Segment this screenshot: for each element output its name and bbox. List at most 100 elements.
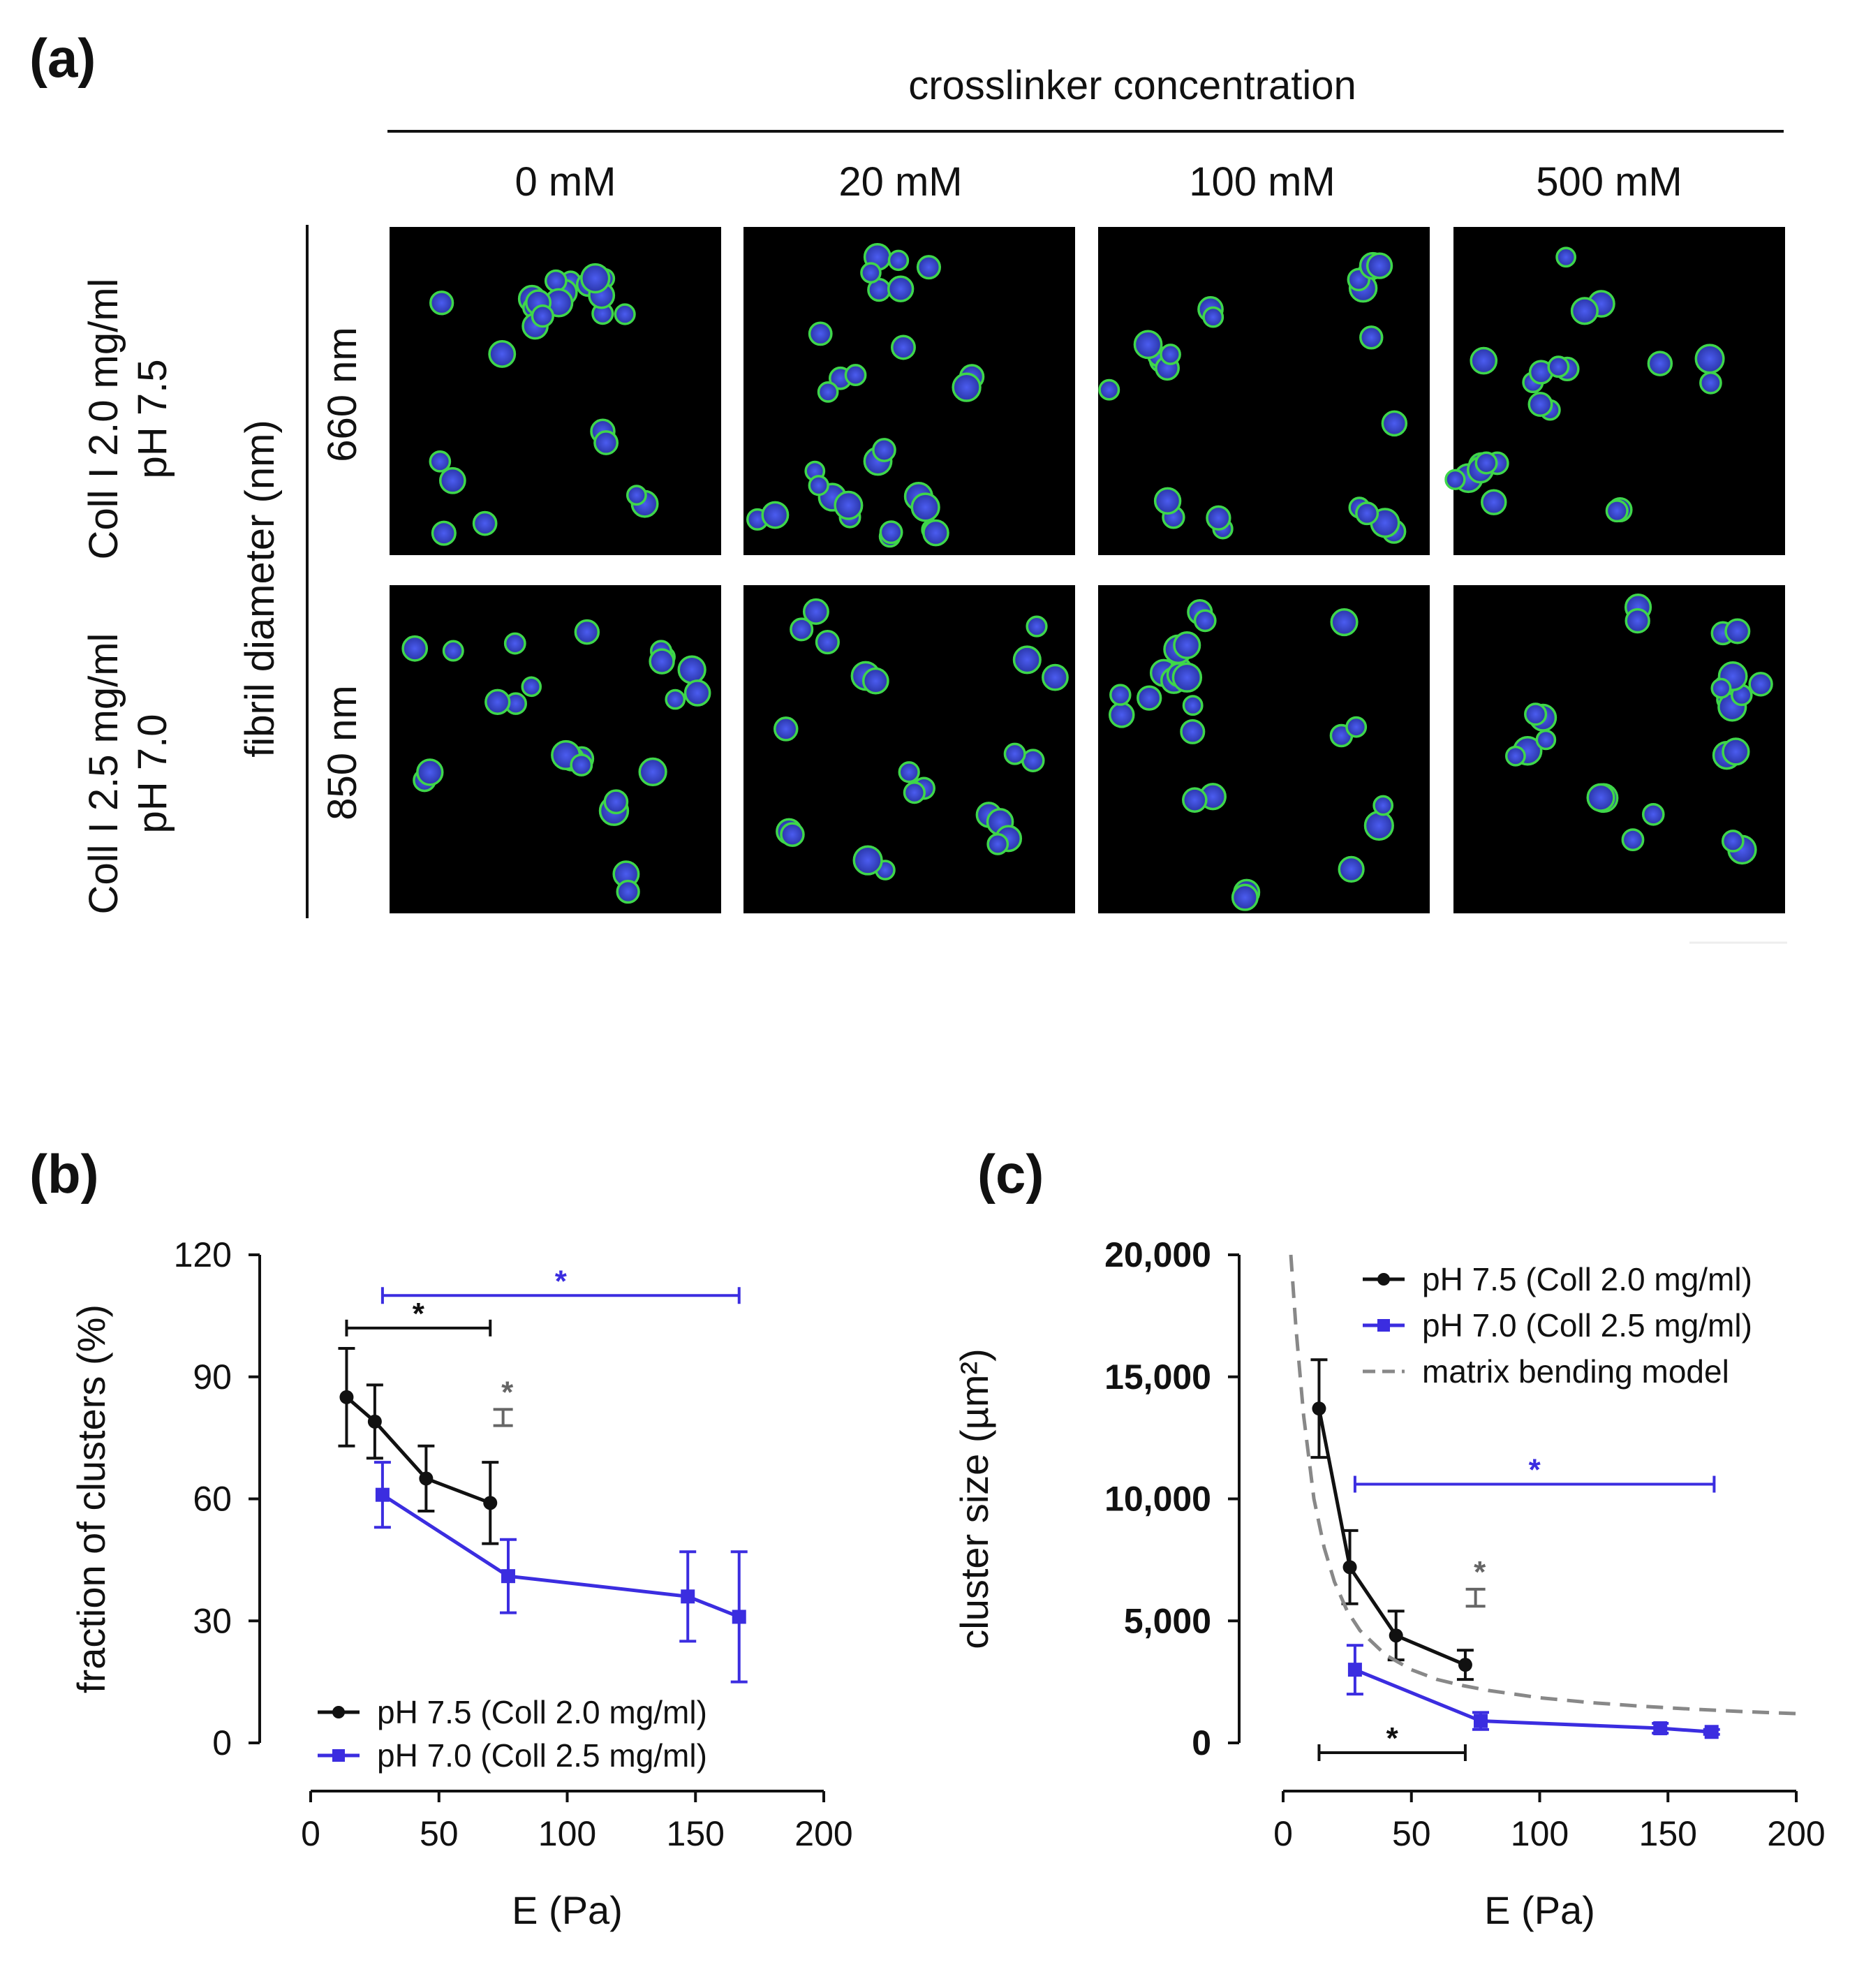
series-line (345, 1395, 491, 1505)
y-tick-label: 90 (193, 1357, 232, 1397)
cell (1641, 802, 1665, 826)
y-axis-label: cluster size (µm²) (952, 1348, 996, 1649)
x-tick-label: 150 (667, 1814, 725, 1853)
cell (922, 519, 949, 547)
significance-star: * (1386, 1721, 1399, 1755)
micrograph-0-3 (1444, 227, 1785, 555)
x-tick-label: 100 (1511, 1814, 1569, 1853)
series-line (381, 1493, 740, 1619)
cell (808, 321, 833, 346)
x-axis-label: E (Pa) (512, 1888, 623, 1932)
micrograph-1-2 (1098, 585, 1430, 913)
cell (1647, 351, 1673, 376)
legend-label: pH 7.0 (Coll 2.5 mg/ml) (377, 1737, 707, 1774)
legend: pH 7.5 (Coll 2.0 mg/ml) pH 7.0 (Coll 2.5 … (318, 1694, 707, 1774)
cell (1372, 795, 1394, 816)
cell (438, 466, 466, 494)
x-axis: 0 50 100 150 200 E (Pa) (1273, 1790, 1826, 1932)
cell (677, 655, 706, 684)
data-point (1704, 1725, 1719, 1739)
x-tick-label: 0 (301, 1814, 320, 1853)
cell (1180, 719, 1206, 744)
column-label-2: 100 mM (1189, 159, 1335, 205)
cell (616, 879, 640, 904)
cell (1621, 828, 1645, 852)
cell (1586, 783, 1615, 812)
significance-star: * (1474, 1555, 1486, 1589)
cell (780, 822, 805, 847)
cell (665, 689, 686, 710)
data-point (375, 1487, 390, 1502)
data-point (501, 1569, 515, 1584)
data-point (1347, 1663, 1362, 1677)
legend-item: matrix bending model (1363, 1353, 1729, 1390)
y-tick-label: 30 (193, 1601, 232, 1640)
x-tick-label: 0 (1273, 1814, 1293, 1853)
cell (638, 757, 667, 786)
chart-c: 0 5,000 10,000 15,000 20,000 cluster size (µm… (952, 1235, 1826, 1932)
data-point (483, 1496, 498, 1510)
cell (1193, 609, 1217, 633)
cell (544, 269, 568, 293)
cell (1206, 505, 1231, 531)
y-tick-label: 60 (193, 1480, 232, 1519)
row-0-condition-line2: pH 7.5 (130, 360, 175, 479)
panel-a: (a) crosslinker concentration 0 mM 20 mM… (29, 27, 1787, 944)
cell (1182, 695, 1204, 716)
micrograph-0-1 (743, 227, 1075, 555)
cell (429, 450, 452, 473)
row-1-condition: Coll I 2.5 mg/ml pH 7.0 (81, 633, 175, 915)
cell (808, 475, 829, 496)
model-curve (1289, 1254, 1797, 1716)
x-axis-label: E (Pa) (1484, 1888, 1595, 1932)
significance-marker: * (1317, 1721, 1467, 1761)
micrograph-0-2 (1098, 227, 1430, 555)
cell (1160, 344, 1181, 365)
cell (521, 676, 542, 698)
cell (1173, 631, 1201, 660)
cell (574, 619, 600, 645)
cell (1026, 615, 1048, 638)
cell (815, 629, 840, 655)
cell (879, 520, 903, 545)
y-tick-label: 20,000 (1104, 1235, 1211, 1274)
cell (1710, 677, 1732, 699)
cell (472, 510, 498, 536)
cell (898, 761, 920, 783)
cell (1474, 451, 1498, 475)
cell (1555, 246, 1577, 268)
cell (1355, 501, 1379, 526)
cell (891, 334, 916, 360)
cell (1153, 487, 1182, 515)
cell (952, 372, 982, 402)
x-tick-label: 50 (420, 1814, 459, 1853)
y-axis: 0 5,000 10,000 15,000 20,000 cluster size (µm… (952, 1235, 1241, 1762)
series-line (1317, 1408, 1466, 1667)
legend-label: pH 7.5 (Coll 2.0 mg/ml) (377, 1694, 707, 1730)
y-tick-label: 0 (212, 1723, 232, 1762)
x-tick-label: 150 (1639, 1814, 1697, 1853)
y-tick-label: 15,000 (1104, 1357, 1211, 1397)
cell (1694, 344, 1725, 374)
micrograph-1-1 (743, 585, 1075, 913)
cell (416, 758, 444, 786)
cell (442, 640, 464, 662)
column-label-3: 500 mM (1536, 159, 1682, 205)
data-point (1653, 1721, 1668, 1736)
cell (1724, 618, 1751, 645)
cell (986, 832, 1009, 855)
x-tick-label: 200 (1767, 1814, 1825, 1853)
cell (1182, 787, 1208, 813)
cell (1381, 410, 1408, 437)
x-tick-label: 200 (794, 1814, 852, 1853)
cell (1338, 855, 1365, 883)
cell (570, 753, 593, 776)
cell (429, 290, 454, 316)
legend: pH 7.5 (Coll 2.0 mg/ml) pH 7.0 (Coll 2.5 … (1363, 1261, 1752, 1390)
cell (1481, 489, 1507, 515)
series-1 (1346, 1644, 1720, 1739)
legend-item: pH 7.5 (Coll 2.0 mg/ml) (1363, 1261, 1752, 1297)
cell (1505, 745, 1526, 767)
x-tick-label: 100 (538, 1814, 596, 1853)
cell (1699, 371, 1722, 395)
